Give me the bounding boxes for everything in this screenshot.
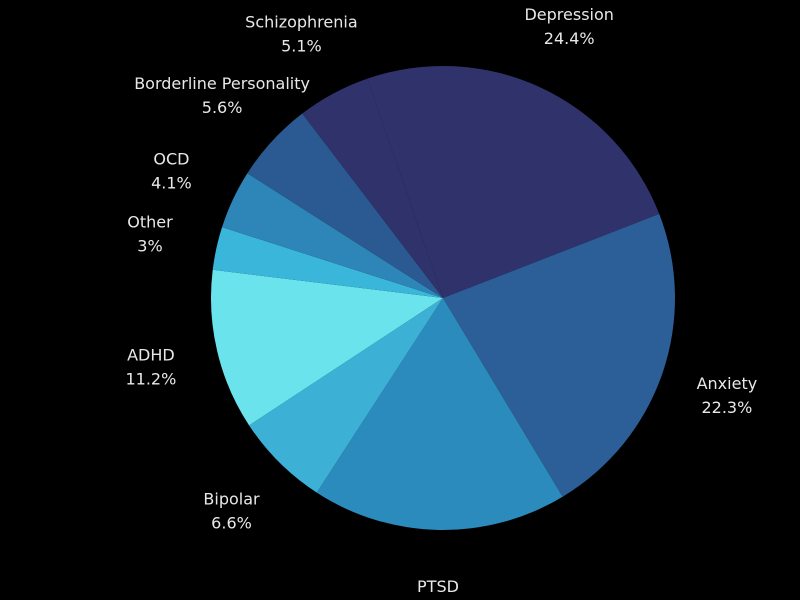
pie-slice-anxiety bbox=[443, 213, 676, 497]
slice-name: Other bbox=[127, 213, 173, 232]
pie-label-bipolar: Bipolar 6.6% bbox=[203, 490, 260, 533]
pie-slice-other bbox=[212, 227, 443, 298]
pie-label-other: Other 3% bbox=[127, 213, 173, 256]
slice-name: Borderline Personality bbox=[134, 74, 310, 93]
slice-name: Depression bbox=[524, 5, 613, 24]
pie-labels: Depression 24.4% Anxiety 22.3% PTSD17.8% Bipo… bbox=[125, 5, 758, 600]
slice-percentage: 4.1% bbox=[151, 174, 192, 193]
slice-name: PTSD bbox=[417, 577, 459, 596]
pie-label-depression: Depression 24.4% bbox=[524, 5, 613, 48]
slice-name: ADHD bbox=[127, 345, 175, 364]
pie-slice-schizophrenia bbox=[302, 78, 443, 298]
slice-percentage: 5.1% bbox=[281, 37, 322, 56]
slice-percentage: 24.4% bbox=[544, 29, 595, 48]
pie-slice-borderline-personality bbox=[247, 113, 443, 298]
slice-percentage: 22.3% bbox=[701, 398, 752, 417]
pie-slice-ocd bbox=[222, 173, 443, 298]
slice-percentage: 11.2% bbox=[125, 369, 176, 388]
pie-label-anxiety: Anxiety 22.3% bbox=[697, 374, 758, 417]
pie-slice-depression bbox=[367, 66, 660, 299]
pie-slice-adhd bbox=[210, 269, 443, 426]
pie-label-schizophrenia: Schizophrenia 5.1% bbox=[245, 13, 357, 56]
pie-label-adhd: ADHD 11.2% bbox=[125, 345, 176, 388]
pie-label-borderline-personality: Borderline Personality 5.6% bbox=[134, 74, 310, 117]
pie-slices bbox=[210, 66, 676, 530]
slice-name: Schizophrenia bbox=[245, 13, 357, 32]
slice-name: Bipolar bbox=[203, 490, 260, 509]
pie-slice-ptsd bbox=[316, 298, 563, 530]
slice-percentage: 5.6% bbox=[202, 98, 243, 117]
pie-slice-bipolar bbox=[249, 298, 443, 493]
slice-percentage: 6.6% bbox=[211, 514, 252, 533]
pie-label-ptsd: PTSD17.8% bbox=[413, 577, 464, 600]
slice-percentage: 3% bbox=[137, 237, 162, 256]
slice-name: Anxiety bbox=[697, 374, 758, 393]
slice-name: OCD bbox=[153, 150, 189, 169]
pie-label-ocd: OCD 4.1% bbox=[151, 150, 192, 193]
